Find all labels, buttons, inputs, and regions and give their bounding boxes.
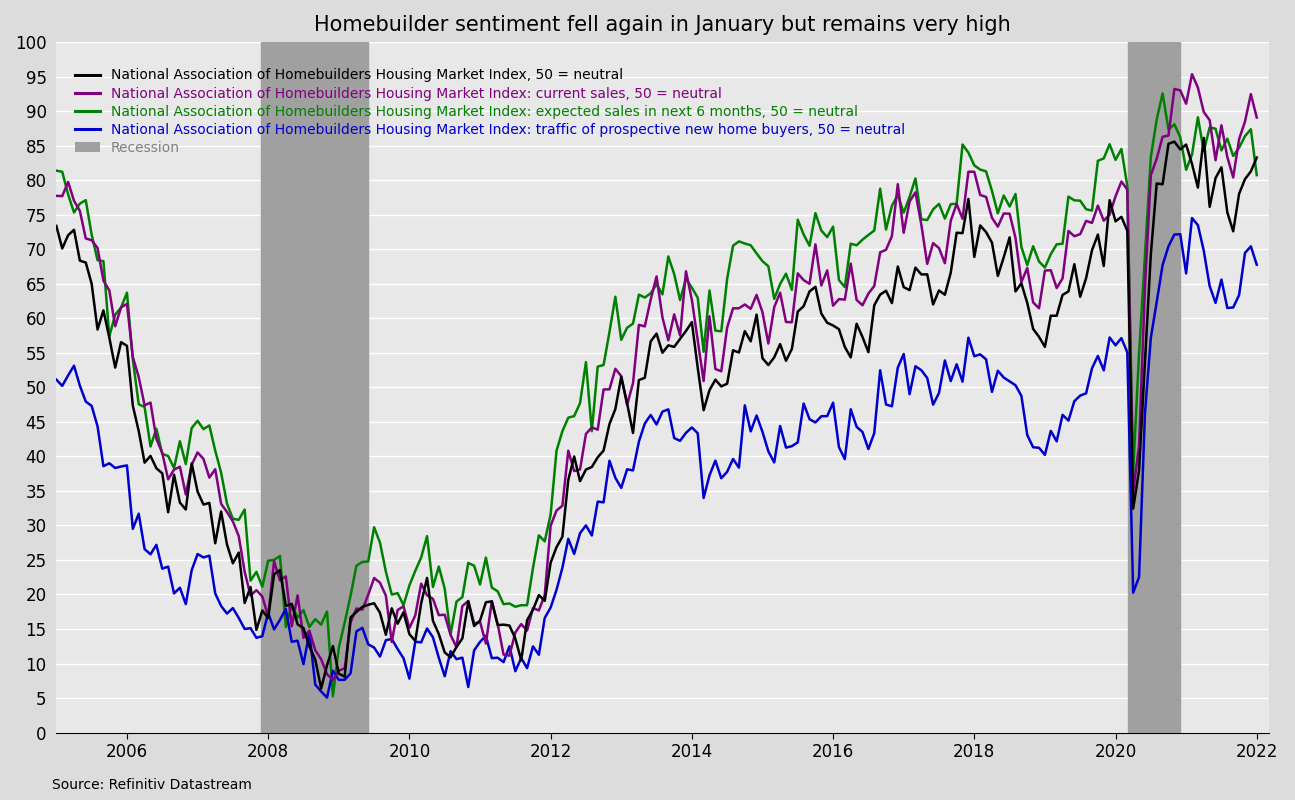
Text: Source: Refinitiv Datastream: Source: Refinitiv Datastream [52,778,251,792]
Legend: National Association of Homebuilders Housing Market Index, 50 = neutral, Nationa: National Association of Homebuilders Hou… [70,63,910,161]
Title: Homebuilder sentiment fell again in January but remains very high: Homebuilder sentiment fell again in Janu… [315,15,1011,35]
Bar [1128,42,1181,733]
Bar [262,42,369,733]
